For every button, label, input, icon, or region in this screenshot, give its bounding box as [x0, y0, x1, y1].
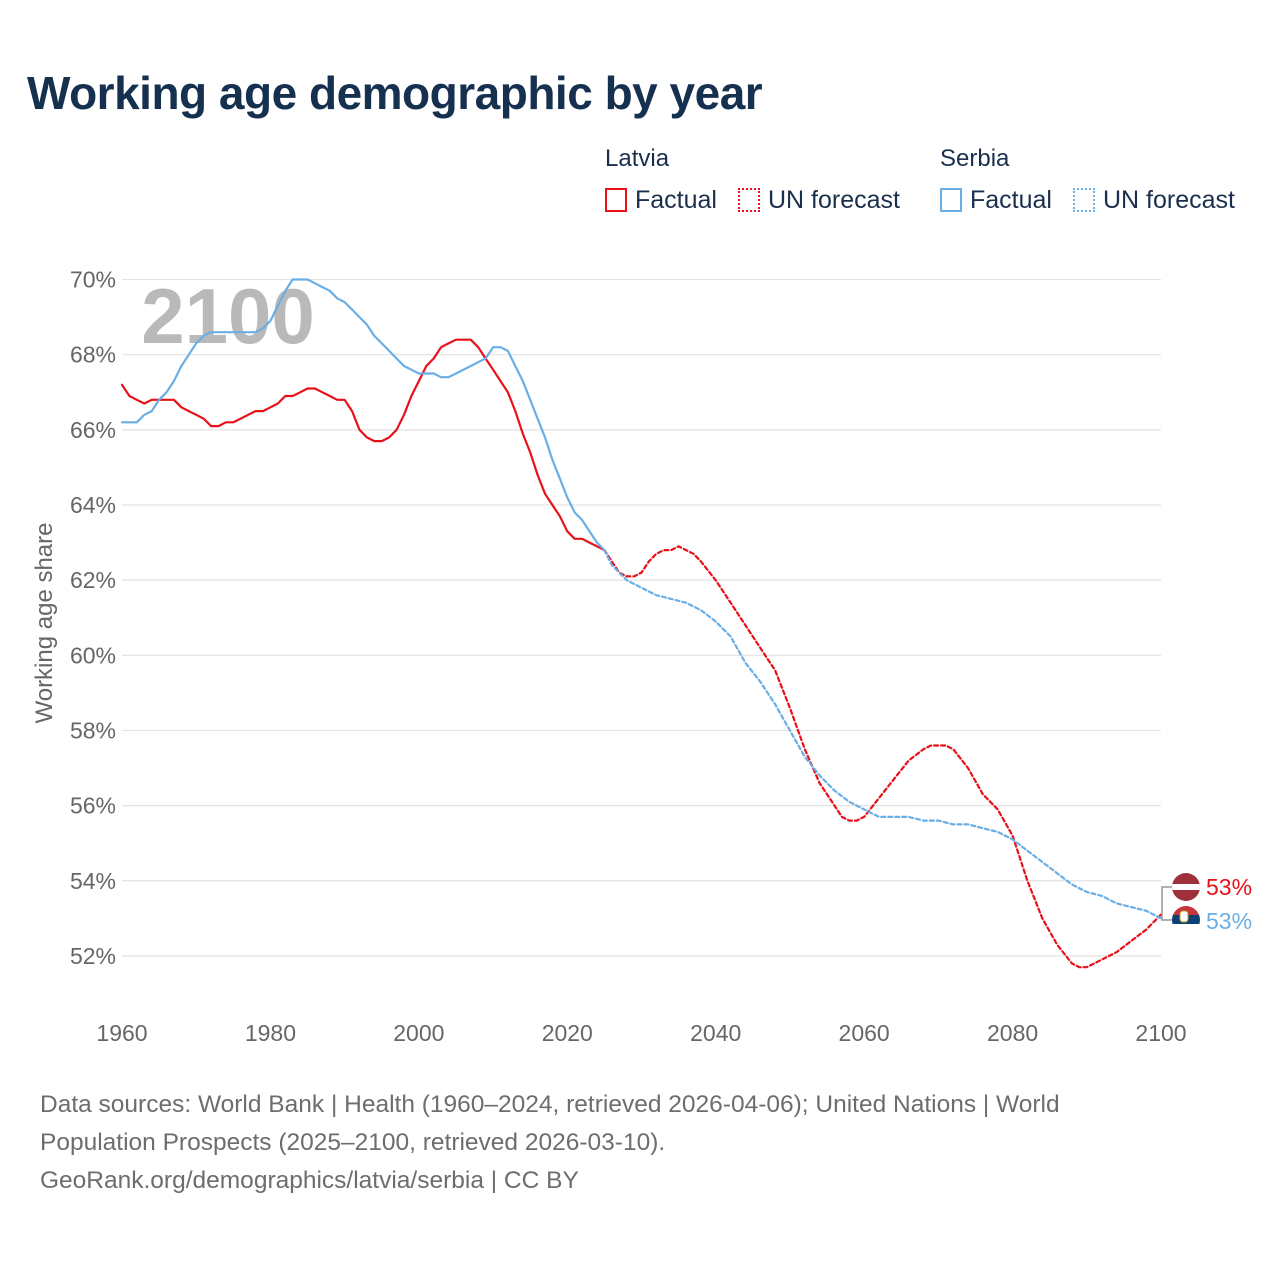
sources-attribution: GeoRank.org/demographics/latvia/serbia |… [40, 1167, 579, 1194]
x-tick-label: 2100 [1135, 1020, 1186, 1046]
year-watermark: 2100 [141, 272, 315, 360]
serbia-flag-icon [1172, 906, 1200, 934]
chart-title: Working age demographic by year [27, 67, 763, 119]
data-sources: Data sources: World Bank | Health (1960–… [40, 1086, 1220, 1200]
legend-latvia-forecast[interactable]: UN forecast [738, 184, 900, 216]
legend-swatch-solid-icon [605, 188, 627, 212]
y-tick-label: 56% [70, 793, 116, 819]
line-chart: 2100 52% 54% 56% 58% 60% 62% 64% 66% 68% 70% 1960 1… [31, 267, 1252, 1046]
x-tick-label: 2040 [690, 1020, 741, 1046]
x-tick-label: 1960 [96, 1020, 147, 1046]
y-tick-label: 68% [70, 342, 116, 368]
legend-serbia-forecast[interactable]: UN forecast [1073, 184, 1235, 216]
latvia-flag-icon [1172, 873, 1200, 901]
sources-line: Population Prospects (2025–2100, retriev… [40, 1129, 666, 1156]
legend-serbia-factual[interactable]: Factual [940, 184, 1052, 216]
end-label-connector [1161, 886, 1172, 921]
serbia-end-label: 53% [1206, 908, 1252, 934]
x-tick-label: 2000 [393, 1020, 444, 1046]
latvia-end-label: 53% [1206, 874, 1252, 900]
legend-label: Factual [970, 185, 1052, 214]
y-tick-label: 52% [70, 943, 116, 969]
legend-label: UN forecast [768, 185, 900, 214]
legend-latvia-factual[interactable]: Factual [605, 184, 717, 216]
legend-swatch-dotted-icon [1073, 188, 1095, 212]
y-tick-label: 62% [70, 567, 116, 593]
y-tick-label: 70% [70, 267, 116, 293]
legend-swatch-dotted-icon [738, 188, 760, 212]
latvia-factual-line[interactable] [120, 338, 606, 552]
y-tick-label: 66% [70, 417, 116, 443]
serbia-factual-line[interactable] [120, 278, 606, 552]
x-tick-label: 2020 [542, 1020, 593, 1046]
serbia-forecast-line[interactable] [603, 549, 1163, 920]
legend-group-latvia: Latvia [605, 145, 670, 172]
legend-label: UN forecast [1103, 185, 1235, 214]
y-tick-label: 60% [70, 642, 116, 668]
y-tick-label: 64% [70, 492, 116, 518]
latvia-forecast-line[interactable] [603, 545, 1163, 969]
sources-line: Data sources: World Bank | Health (1960–… [40, 1091, 1060, 1118]
legend-label: Factual [635, 185, 717, 214]
x-tick-label: 2060 [839, 1020, 890, 1046]
x-tick-label: 2080 [987, 1020, 1038, 1046]
x-tick-label: 1980 [245, 1020, 296, 1046]
legend-group-serbia: Serbia [940, 145, 1010, 172]
y-axis-label: Working age share [31, 523, 58, 724]
y-tick-label: 58% [70, 717, 116, 743]
y-tick-label: 54% [70, 868, 116, 894]
legend-swatch-solid-icon [940, 188, 962, 212]
